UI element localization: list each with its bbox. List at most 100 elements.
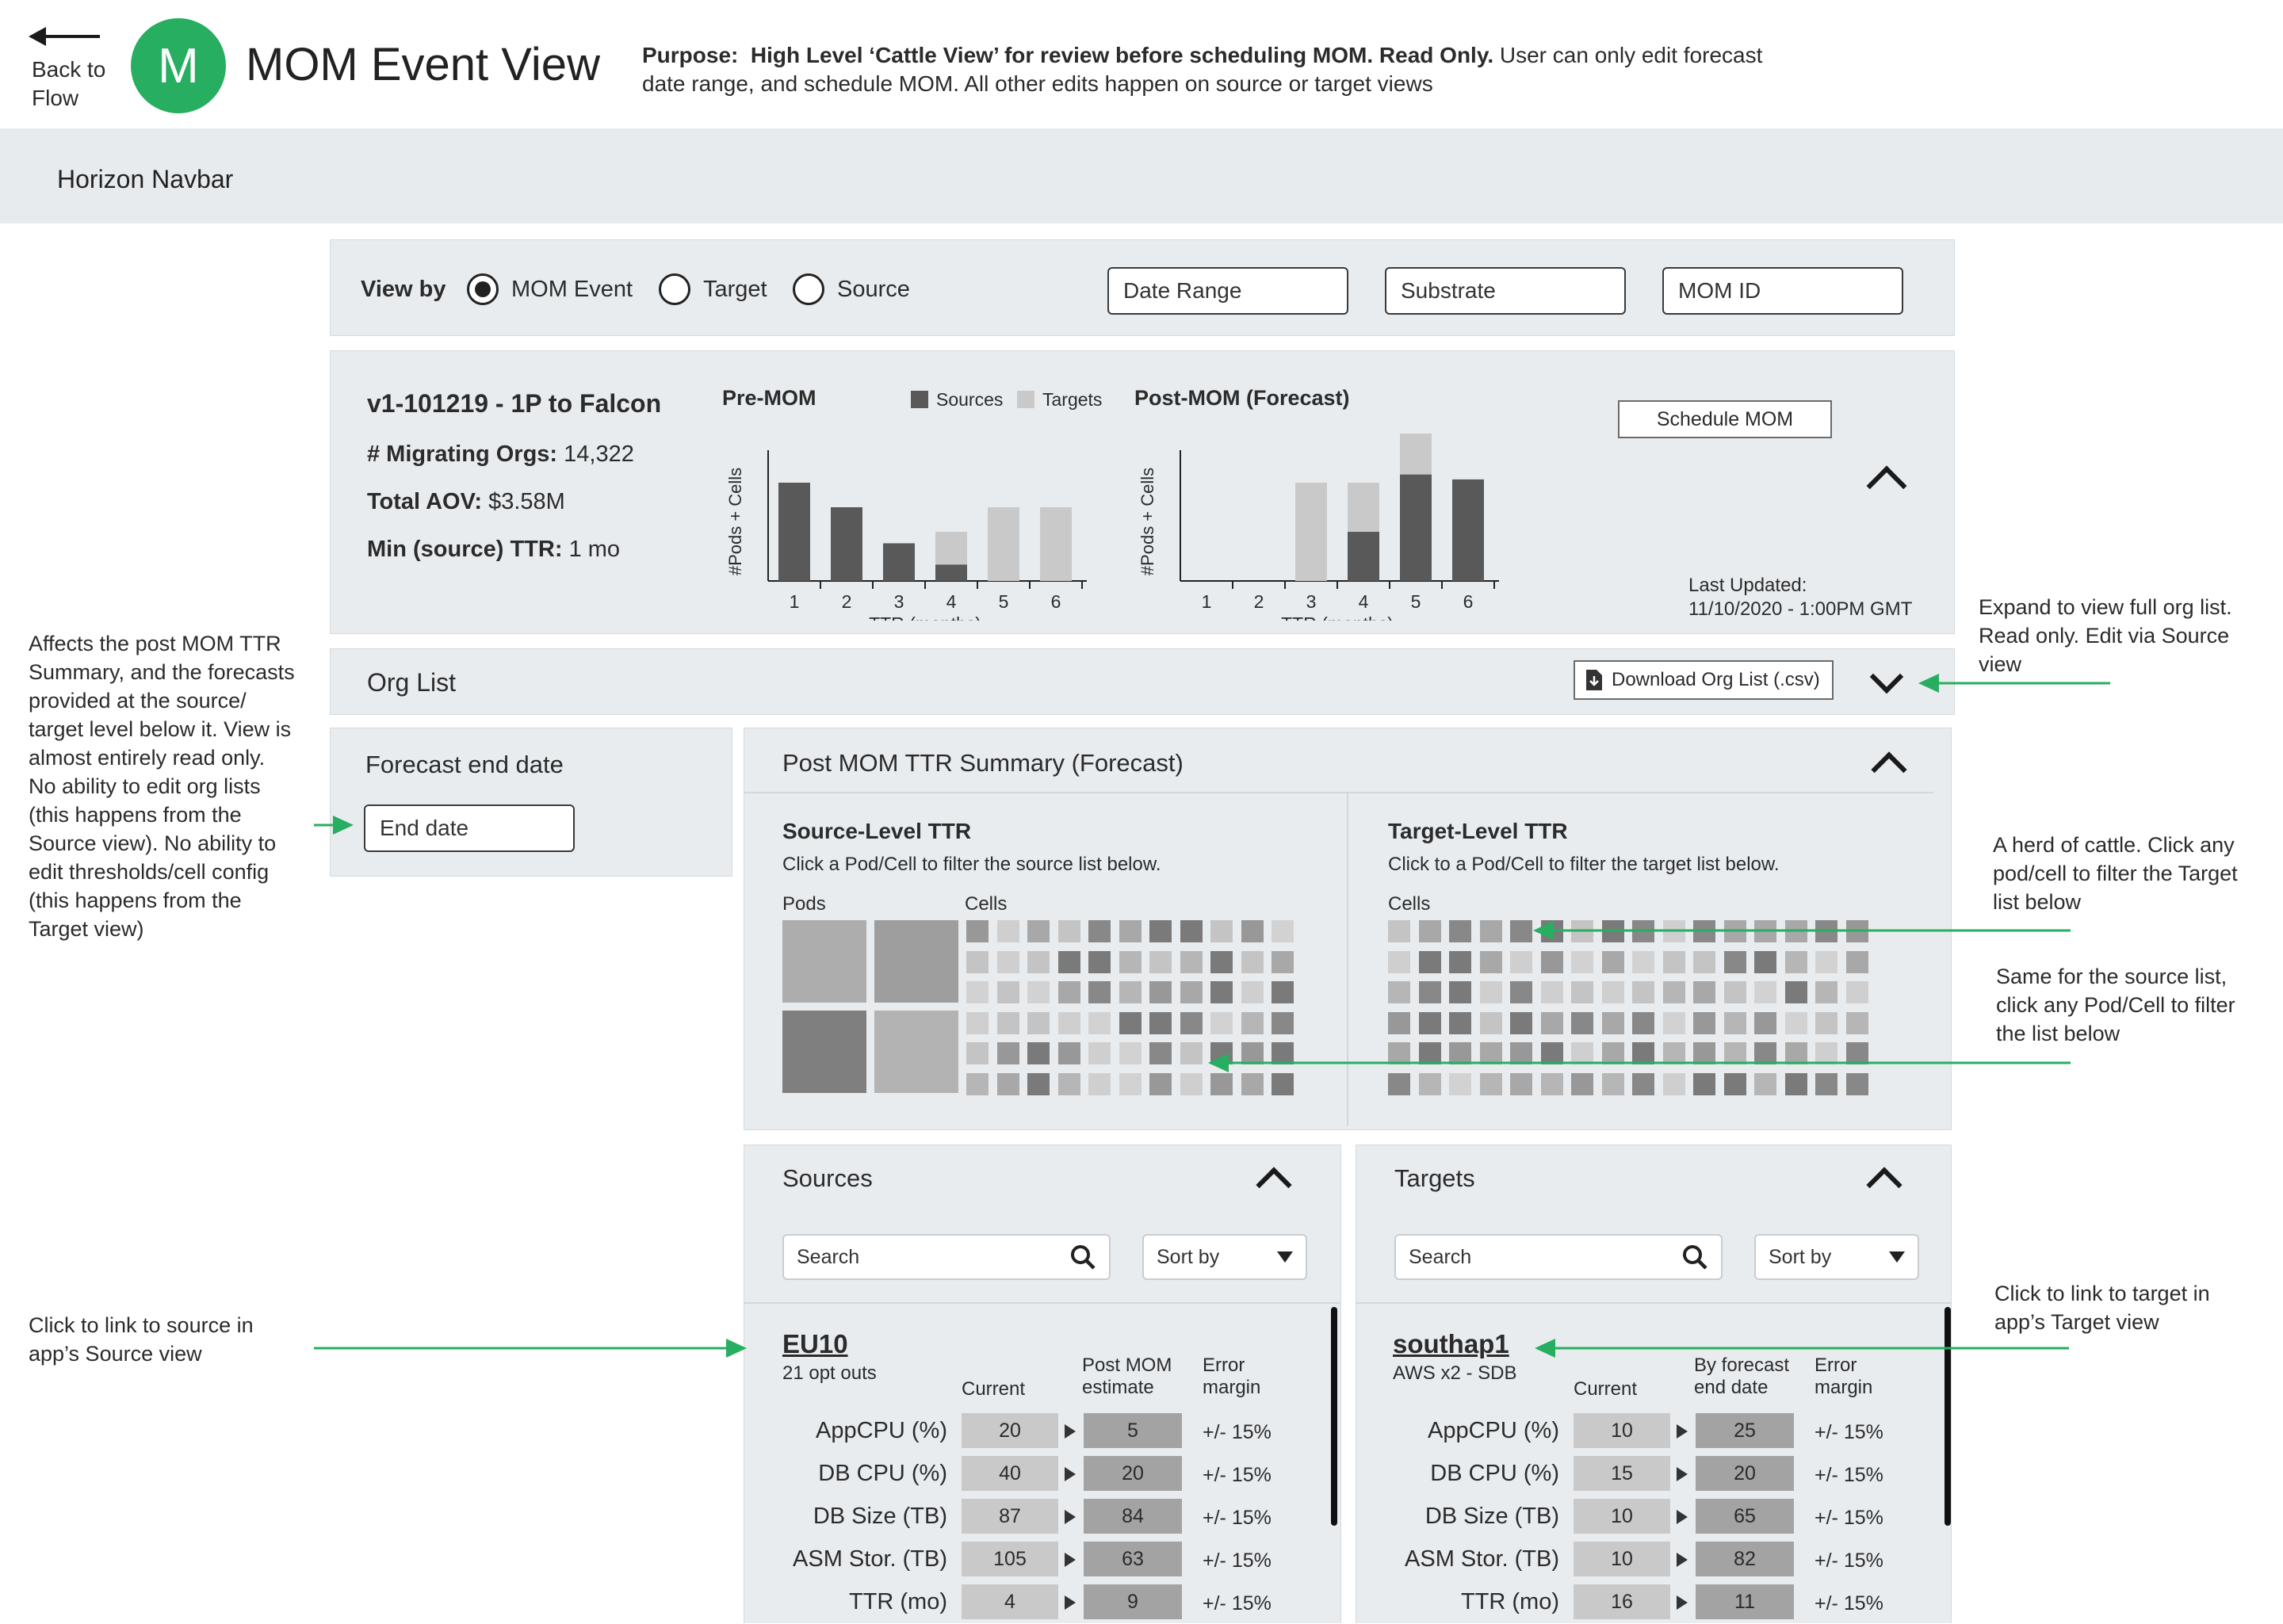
cell-tile[interactable] [1388, 1011, 1410, 1034]
cell-tile[interactable] [1027, 950, 1050, 973]
cell-tile[interactable] [1540, 1042, 1563, 1064]
cell-tile[interactable] [1027, 920, 1050, 942]
cell-tile[interactable] [1693, 1042, 1715, 1064]
cell-tile[interactable] [1693, 1011, 1715, 1034]
cell-tile[interactable] [1754, 981, 1776, 1003]
cell-tile[interactable] [1479, 1072, 1502, 1095]
cell-tile[interactable] [1479, 920, 1502, 942]
cell-tile[interactable] [1210, 1042, 1233, 1064]
cell-tile[interactable] [1723, 1011, 1746, 1034]
cell-tile[interactable] [1057, 1042, 1080, 1064]
cell-tile[interactable] [1272, 1072, 1294, 1095]
cell-tile[interactable] [1723, 981, 1746, 1003]
cell-tile[interactable] [1388, 950, 1410, 973]
collapse-chevron-up-icon[interactable] [1866, 465, 1907, 506]
cell-tile[interactable] [1601, 950, 1624, 973]
cell-tile[interactable] [1540, 920, 1563, 942]
cell-tile[interactable] [1057, 950, 1080, 973]
cell-tile[interactable] [1418, 1042, 1441, 1064]
cell-tile[interactable] [1449, 981, 1471, 1003]
cell-tile[interactable] [1180, 950, 1203, 973]
cell-tile[interactable] [1241, 1072, 1264, 1095]
cell-tile[interactable] [1088, 1072, 1111, 1095]
cell-tile[interactable] [1662, 981, 1685, 1003]
cell-tile[interactable] [1540, 981, 1563, 1003]
cell-tile[interactable] [1601, 920, 1624, 942]
cell-tile[interactable] [1815, 1072, 1837, 1095]
cell-tile[interactable] [966, 981, 989, 1003]
cell-tile[interactable] [996, 981, 1019, 1003]
cell-tile[interactable] [1449, 920, 1471, 942]
expand-chevron-down-icon[interactable] [1869, 659, 1904, 694]
cell-tile[interactable] [1845, 981, 1868, 1003]
cell-tile[interactable] [1693, 981, 1715, 1003]
cell-tile[interactable] [996, 1011, 1019, 1034]
cell-tile[interactable] [1210, 1011, 1233, 1034]
cell-tile[interactable] [1723, 1042, 1746, 1064]
cell-tile[interactable] [1723, 1072, 1746, 1095]
cell-tile[interactable] [1754, 1072, 1776, 1095]
collapse-chevron-up-icon[interactable] [1256, 1167, 1292, 1203]
pod-tile[interactable] [874, 920, 958, 1003]
cell-tile[interactable] [1449, 1072, 1471, 1095]
cell-tile[interactable] [1088, 1042, 1111, 1064]
cell-tile[interactable] [1272, 920, 1294, 942]
cell-tile[interactable] [1057, 1011, 1080, 1034]
cell-tile[interactable] [1388, 1042, 1410, 1064]
source-link-eu10[interactable]: EU10 [782, 1329, 848, 1358]
cell-tile[interactable] [1662, 950, 1685, 973]
cell-tile[interactable] [1027, 1072, 1050, 1095]
targets-search-input[interactable]: Search [1394, 1234, 1723, 1280]
cell-tile[interactable] [1479, 981, 1502, 1003]
radio-source[interactable]: Source [793, 272, 910, 307]
cell-tile[interactable] [1601, 981, 1624, 1003]
cell-tile[interactable] [1784, 1011, 1807, 1034]
cell-tile[interactable] [996, 1042, 1019, 1064]
cell-tile[interactable] [1119, 1072, 1142, 1095]
cell-tile[interactable] [1210, 1072, 1233, 1095]
cell-tile[interactable] [1057, 1072, 1080, 1095]
cell-tile[interactable] [966, 950, 989, 973]
cell-tile[interactable] [1510, 1011, 1532, 1034]
cell-tile[interactable] [1754, 950, 1776, 973]
cell-tile[interactable] [1241, 1011, 1264, 1034]
cell-tile[interactable] [1119, 920, 1142, 942]
cell-tile[interactable] [1149, 981, 1172, 1003]
cell-tile[interactable] [1662, 920, 1685, 942]
cell-tile[interactable] [1571, 1072, 1593, 1095]
cell-tile[interactable] [1149, 1042, 1172, 1064]
cell-tile[interactable] [1088, 981, 1111, 1003]
cell-tile[interactable] [1272, 1011, 1294, 1034]
cell-tile[interactable] [1180, 1042, 1203, 1064]
cell-tile[interactable] [1418, 920, 1441, 942]
pod-tile[interactable] [782, 920, 866, 1003]
cell-tile[interactable] [1272, 950, 1294, 973]
cell-tile[interactable] [1149, 1011, 1172, 1034]
cell-tile[interactable] [1693, 950, 1715, 973]
cell-tile[interactable] [1388, 1072, 1410, 1095]
cell-tile[interactable] [1571, 950, 1593, 973]
cell-tile[interactable] [1845, 1011, 1868, 1034]
cell-tile[interactable] [1088, 950, 1111, 973]
targets-sort-dropdown[interactable]: Sort by [1754, 1234, 1919, 1280]
cell-tile[interactable] [1754, 920, 1776, 942]
cell-tile[interactable] [1815, 950, 1837, 973]
cell-tile[interactable] [1815, 920, 1837, 942]
cell-tile[interactable] [1662, 1072, 1685, 1095]
cell-tile[interactable] [1210, 950, 1233, 973]
cell-tile[interactable] [1601, 1042, 1624, 1064]
cell-tile[interactable] [1815, 981, 1837, 1003]
cell-tile[interactable] [1754, 1011, 1776, 1034]
cell-tile[interactable] [1088, 1011, 1111, 1034]
cell-tile[interactable] [1540, 1072, 1563, 1095]
cell-tile[interactable] [1180, 1072, 1203, 1095]
cell-tile[interactable] [1272, 1042, 1294, 1064]
cell-tile[interactable] [1632, 1042, 1654, 1064]
sources-search-input[interactable]: Search [782, 1234, 1111, 1280]
cell-tile[interactable] [1510, 1042, 1532, 1064]
cell-tile[interactable] [1180, 981, 1203, 1003]
cell-tile[interactable] [1088, 920, 1111, 942]
schedule-mom-button[interactable]: Schedule MOM [1618, 400, 1832, 438]
mom-id-filter[interactable]: MOM ID [1662, 267, 1903, 315]
cell-tile[interactable] [1418, 1072, 1441, 1095]
